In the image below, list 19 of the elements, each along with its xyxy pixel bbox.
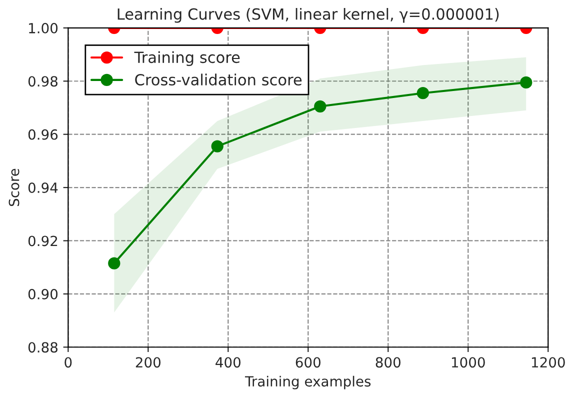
y-tick-label: 0.94 [28, 182, 58, 194]
y-tick-label: 0.98 [28, 76, 58, 87]
x-tick-label: 200 [136, 357, 160, 368]
x-tick-label: 1000 [452, 357, 485, 368]
x-axis-title: Training examples [244, 376, 371, 390]
x-tick-label: 1200 [532, 357, 565, 368]
y-tick-label: 0.96 [28, 129, 58, 140]
chart-title: Learning Curves (SVM, linear kernel, γ=0.000001) [118, 8, 499, 23]
legend-label: Cross-validation score [135, 74, 302, 86]
y-tick-label: 0.90 [28, 288, 58, 300]
x-tick-label: 800 [376, 357, 400, 368]
y-axis-title: Score [8, 168, 20, 206]
x-tick-label: 0 [64, 357, 72, 368]
legend-label: Training score [134, 51, 240, 66]
y-tick-label: 1.00 [29, 22, 58, 34]
y-tick-label: 0.88 [28, 342, 58, 353]
x-tick-label: 400 [216, 357, 240, 368]
y-tick-label: 0.92 [28, 236, 58, 246]
x-tick-label: 600 [296, 357, 320, 368]
